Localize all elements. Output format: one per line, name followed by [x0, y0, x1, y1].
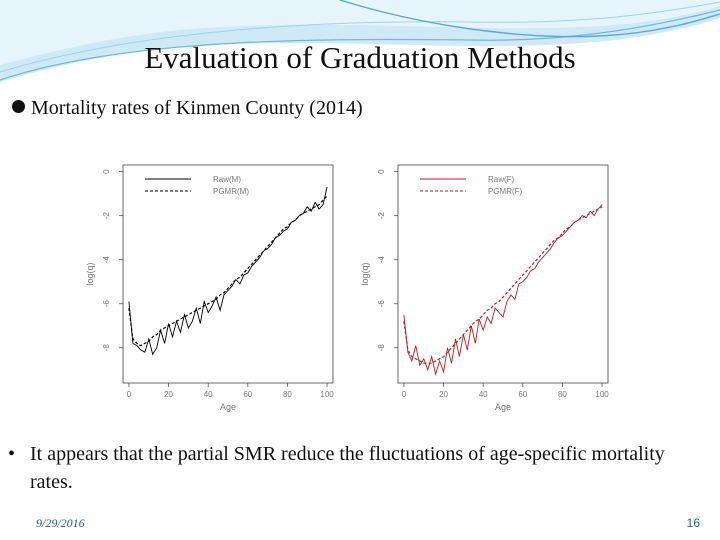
x-tick-label: 60 — [518, 390, 527, 399]
x-tick-label: 20 — [164, 390, 173, 399]
x-tick-label: 60 — [243, 390, 252, 399]
x-axis-label: Age — [220, 402, 236, 412]
series-line-2 — [128, 195, 328, 347]
slide-subtitle: Mortality rates of Kinmen County (2014) — [12, 97, 363, 120]
series-line-1 — [403, 204, 603, 376]
bullet-dot-icon — [12, 100, 25, 113]
y-tick-label: 0 — [377, 169, 386, 174]
footer-date: 9/29/2016 — [36, 516, 85, 530]
y-tick-label: -4 — [102, 256, 111, 264]
caption-bullet: • — [8, 443, 16, 465]
series-line-1 — [128, 186, 328, 356]
legend-label: Raw(F) — [488, 175, 515, 184]
y-tick-label: -6 — [377, 300, 386, 308]
caption-text: It appears that the partial SMR reduce t… — [30, 443, 665, 493]
decor-wave-line-3 — [339, 0, 720, 38]
decor-wave-line-1 — [0, 9, 720, 81]
x-tick-label: 20 — [439, 390, 448, 399]
decor-wave-top — [0, 0, 720, 65]
chart-panel-1: 0 20 40 60 80 100 0 -2 -4 -6 -8 Age log(q) Raw(M) PGMR… — [85, 164, 334, 412]
plot-frame — [397, 164, 609, 384]
y-tick-label: -4 — [377, 256, 386, 264]
x-axis-label: Age — [495, 402, 511, 412]
header-decoration — [0, 0, 720, 82]
y-axis-label: log(q) — [85, 262, 95, 285]
y-axis-label: log(q) — [360, 262, 370, 285]
mortality-charts: 0 20 40 60 80 100 0 -2 -4 -6 -8 Age log(q) Raw(M) PGMR… — [85, 164, 609, 412]
x-tick-label: 0 — [402, 390, 407, 399]
chart-panel-2: 0 20 40 60 80 100 0 -2 -4 -6 -8 Age log(q) Raw(F) PGMR… — [360, 164, 609, 412]
slide-title: Evaluation of Graduation Methods — [144, 40, 576, 75]
x-tick-label: 80 — [283, 390, 292, 399]
x-tick-label: 80 — [558, 390, 567, 399]
y-tick-label: -6 — [102, 300, 111, 308]
legend-label: Raw(M) — [213, 175, 241, 184]
x-tick-label: 100 — [320, 390, 334, 399]
y-tick-label: -2 — [377, 212, 386, 220]
y-tick-label: 0 — [102, 169, 111, 174]
plot-frame — [122, 164, 334, 384]
legend-label: PGMR(F) — [488, 187, 523, 196]
caption: • It appears that the partial SMR reduce… — [8, 440, 708, 496]
x-tick-label: 0 — [127, 390, 132, 399]
y-tick-label: -8 — [377, 344, 386, 352]
x-tick-label: 40 — [204, 390, 213, 399]
legend-label: PGMR(M) — [213, 187, 249, 196]
y-tick-label: -2 — [102, 212, 111, 220]
y-tick-label: -8 — [102, 344, 111, 352]
subtitle-text: Mortality rates of Kinmen County (2014) — [31, 97, 363, 119]
page-number: 16 — [686, 516, 700, 530]
x-tick-label: 100 — [595, 390, 609, 399]
series-line-2 — [403, 206, 603, 364]
x-tick-label: 40 — [479, 390, 488, 399]
